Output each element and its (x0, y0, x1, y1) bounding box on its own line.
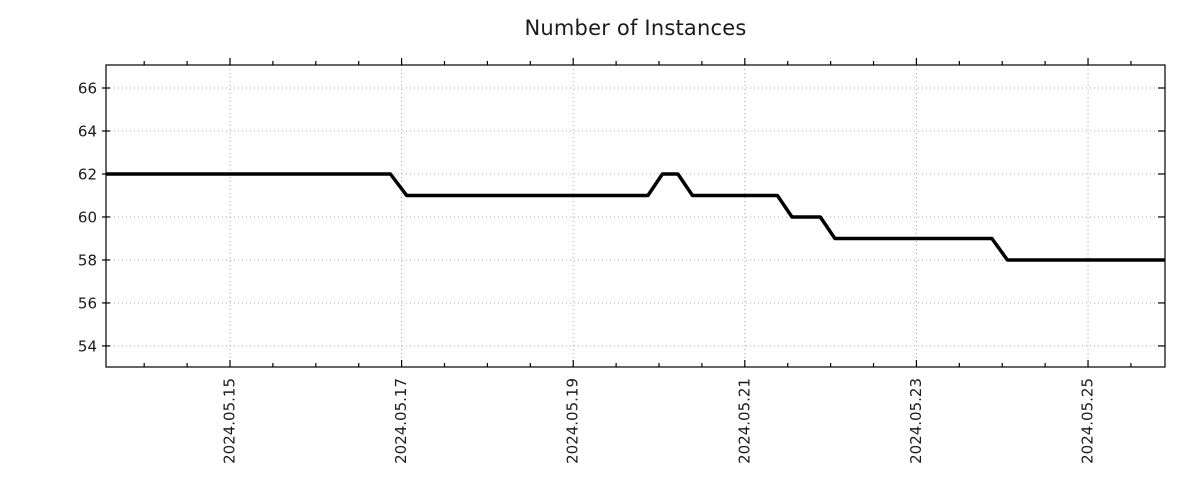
y-tick-label: 56 (78, 294, 97, 312)
y-tick-label: 62 (78, 165, 97, 183)
plot-border (105, 64, 1166, 368)
series-line (106, 172, 1166, 262)
x-tick-label: 2024.05.19 (564, 378, 582, 464)
axis-ticks (102, 58, 1165, 367)
y-tick-label: 64 (78, 122, 97, 140)
x-tick-label: 2024.05.15 (220, 378, 238, 464)
y-tick-labels: 54 56 58 60 62 64 66 (78, 79, 97, 355)
y-tick-label: 58 (78, 251, 97, 269)
series (106, 172, 1166, 262)
x-tick-label: 2024.05.23 (907, 378, 925, 464)
x-tick-label: 2024.05.21 (735, 378, 753, 464)
y-tick-label: 60 (78, 208, 97, 226)
x-tick-labels: 2024.05.15 2024.05.17 2024.05.19 2024.05.21… (220, 378, 1096, 464)
gridlines (106, 65, 1165, 367)
x-tick-label: 2024.05.17 (392, 378, 410, 464)
chart-title: Number of Instances (524, 16, 747, 40)
x-tick-label: 2024.05.25 (1079, 378, 1097, 464)
y-tick-label: 66 (78, 79, 97, 97)
y-tick-label: 54 (78, 337, 97, 355)
